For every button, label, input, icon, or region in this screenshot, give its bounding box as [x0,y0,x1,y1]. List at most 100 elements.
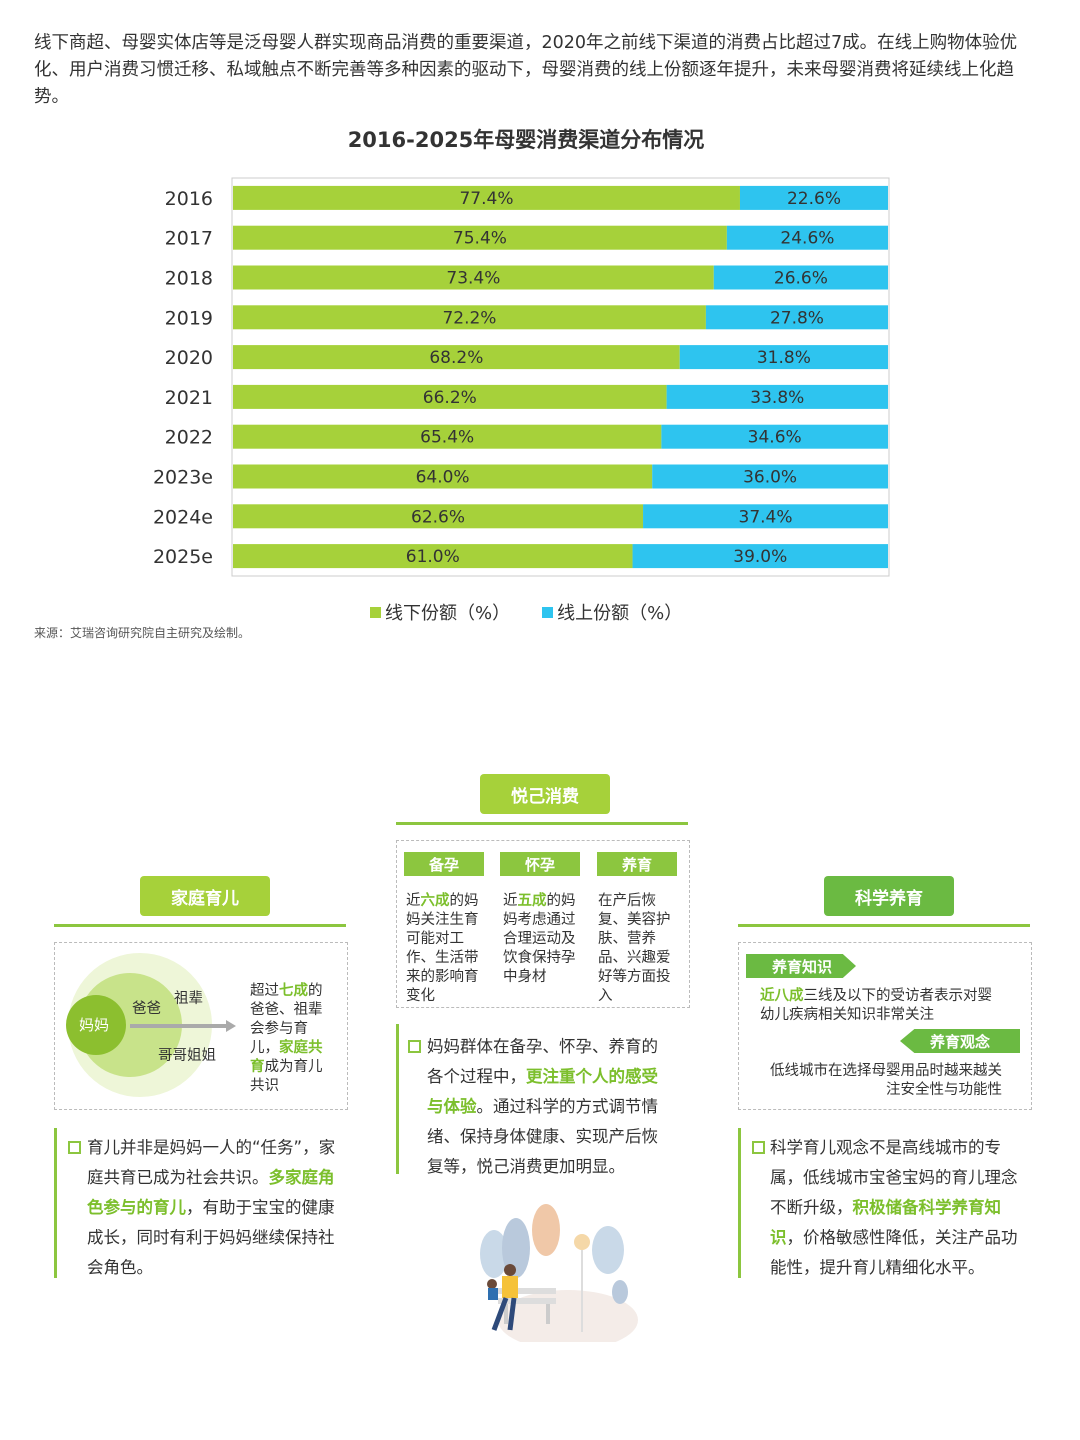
science-text-2: 低线城市在选择母婴用品时越来越关注安全性与功能性 [770,1063,1002,1098]
data-label: 68.2% [429,348,483,368]
family-box [54,942,348,1110]
chart-title: 2016-2025年母婴消费渠道分布情况 [347,128,705,152]
source-note: 来源：艾瑞咨询研究院自主研究及绘制。 [34,626,251,640]
self-para-2: 。通过科学的方式调节情绪、保持身体健康、实现产后恢复等，悦己消费更加明显。 [427,1097,658,1176]
bar-offline [233,225,727,250]
bar-offline [233,305,706,330]
bar-offline [233,185,740,210]
bar-online [705,305,888,330]
science-paragraph: 科学育儿观念不是高线城市的专属，低线城市宝爸宝妈的育儿理念不断升级，积极储备科学… [770,1133,1028,1283]
self-tag-raise-label: 养育 [621,855,652,874]
data-label: 73.4% [446,269,500,289]
science-tag-concept: 养育观念 [900,1029,1020,1053]
science-tag-knowledge: 养育知识 [746,954,856,978]
science-tag-concept-label: 养育观念 [930,1032,991,1051]
family-para-1: 育儿并非是妈妈一人的“任务”，家庭共育已成为社会共识。 [87,1138,336,1187]
self-tag-raise: 养育 [597,852,677,876]
bar-online [666,384,888,409]
bar-online [739,185,888,210]
science-text-1: 近八成三线及以下的受访者表示对婴幼儿疾病相关知识非常关注 [760,987,996,1025]
self-para-1: 妈妈群体在备孕、怀孕、养育的各个过程中， [427,1037,658,1086]
science-t1-hl: 近八成 [760,988,804,1004]
circle-mom-label: 妈妈 [79,1016,110,1034]
bar-offline [233,504,644,529]
data-label: 66.2% [423,388,477,408]
data-label: 26.6% [774,269,828,289]
data-label: 27.8% [770,308,824,328]
category-label: 2020 [165,347,213,369]
family-note-2: 的爸爸、祖辈会参与育儿， [250,983,323,1056]
bar-offline [233,345,680,370]
family-note-1: 超过 [250,983,279,999]
intro-paragraph: 线下商超、母婴实体店等是泛母婴人群实现商品消费的重要渠道，2020年之前线下渠道… [34,33,1018,107]
science-para-1: 科学育儿观念不是高线城市的专属，低线城市宝爸宝妈的育儿理念不断升级， [770,1138,1018,1217]
legend-item-offline: 线下份额（%） [370,599,510,625]
family-note: 超过七成的爸爸、祖辈会参与育儿，家庭共育成为育儿共识 [250,982,336,1096]
family-circles [66,953,236,1097]
science-bullet [752,1141,765,1154]
category-label: 2022 [165,427,213,449]
data-label: 31.8% [757,348,811,368]
category-label: 2025e [153,546,213,568]
self-para-bar [396,1024,399,1174]
data-label: 72.2% [442,308,496,328]
bar-online [713,265,888,290]
self-c2-b: 的妈妈考虑通过合理运动及饮食保持孕中身材 [503,893,576,985]
self-c1-hl: 六成 [420,893,450,909]
data-label: 61.0% [406,547,460,567]
data-label: 36.0% [743,468,797,488]
category-label: 2016 [165,188,213,210]
family-paragraph: 育儿并非是妈妈一人的“任务”，家庭共育已成为社会共识。多家庭角色参与的育儿，有助… [87,1133,339,1283]
family-title: 家庭育儿 [171,888,239,909]
science-title: 科学养育 [855,888,923,909]
bar-online [679,345,888,370]
family-para-2: ，有助于宝宝的健康成长，同时有利于妈妈继续保持社会角色。 [87,1198,335,1277]
data-label: 22.6% [787,189,841,209]
self-tag-pregnant-label: 怀孕 [524,855,555,874]
self-bullet [408,1040,421,1053]
science-box [738,942,1032,1110]
category-label: 2023e [153,467,213,489]
family-note-hl2: 家庭共育 [250,1040,323,1075]
mother-child-bench-illustration [480,1204,638,1342]
data-label: 64.0% [416,468,470,488]
family-bullet [68,1141,81,1154]
data-label: 62.6% [411,507,465,527]
bar-offline [233,265,714,290]
data-label: 39.0% [733,547,787,567]
science-para-hl: 积极储备科学养育知识 [770,1198,1001,1247]
family-para-bar [54,1128,57,1278]
science-title-pill: 科学养育 [824,876,954,916]
family-divider [54,924,346,927]
self-title: 悦己消费 [511,786,579,807]
circle-grand-label: 祖辈 [174,991,203,1007]
data-label: 77.4% [459,189,513,209]
self-divider [396,822,688,825]
self-para-hl: 更注重个人的感受与体验 [427,1067,658,1116]
self-tag-prep: 备孕 [404,852,484,876]
bar-offline [233,384,667,409]
family-note-3: 成为育儿共识 [250,1059,323,1094]
circle-dad-label: 爸爸 [132,1001,161,1017]
self-c1-a: 近 [406,893,421,909]
legend-label-online: 线上份额（%） [557,603,683,624]
self-c2-a: 近 [503,893,518,909]
self-col2: 近五成的妈妈考虑通过合理运动及饮食保持孕中身材 [503,892,581,987]
bar-online [632,544,888,569]
family-para-hl: 多家庭角色参与的育儿 [87,1168,335,1217]
category-label: 2017 [165,228,213,250]
chart-legend: 线下份额（%） 线上份额（%） [370,599,682,625]
self-title-pill: 悦己消费 [480,774,610,814]
family-title-pill: 家庭育儿 [140,876,270,916]
legend-item-online: 线上份额（%） [542,599,682,625]
legend-swatch-online [542,606,554,618]
bar-offline [233,464,653,489]
bar-online [661,424,888,449]
legend-label-offline: 线下份额（%） [385,603,511,624]
self-col1: 近六成的妈妈关注生育可能对工作、生活带来的影响育变化 [406,892,488,1006]
data-label: 24.6% [780,229,834,249]
science-tag-knowledge-label: 养育知识 [772,957,833,976]
bar-offline [233,544,633,569]
self-col3: 在产后恢复、美容护肤、营养品、兴趣爱好等方面投入 [598,893,671,1004]
data-label: 33.8% [750,388,804,408]
